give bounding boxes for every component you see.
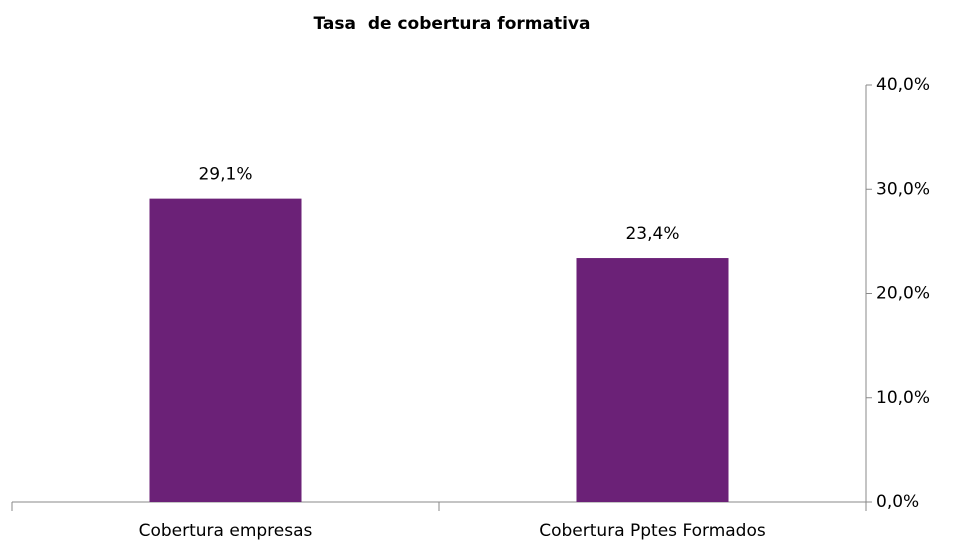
bar xyxy=(576,258,729,502)
x-tick-label: Cobertura Pptes Formados xyxy=(539,521,766,541)
y-tick-label: 20,0% xyxy=(876,284,930,304)
y-tick-label: 10,0% xyxy=(876,388,930,408)
x-tick-label: Cobertura empresas xyxy=(139,521,313,541)
chart-title: Tasa de cobertura formativa xyxy=(314,14,591,34)
data-label: 23,4% xyxy=(625,224,679,244)
y-tick-label: 40,0% xyxy=(876,75,930,95)
y-tick-label: 30,0% xyxy=(876,179,930,199)
data-label: 29,1% xyxy=(198,165,252,185)
y-tick-label: 0,0% xyxy=(876,492,919,512)
bar xyxy=(149,198,302,502)
